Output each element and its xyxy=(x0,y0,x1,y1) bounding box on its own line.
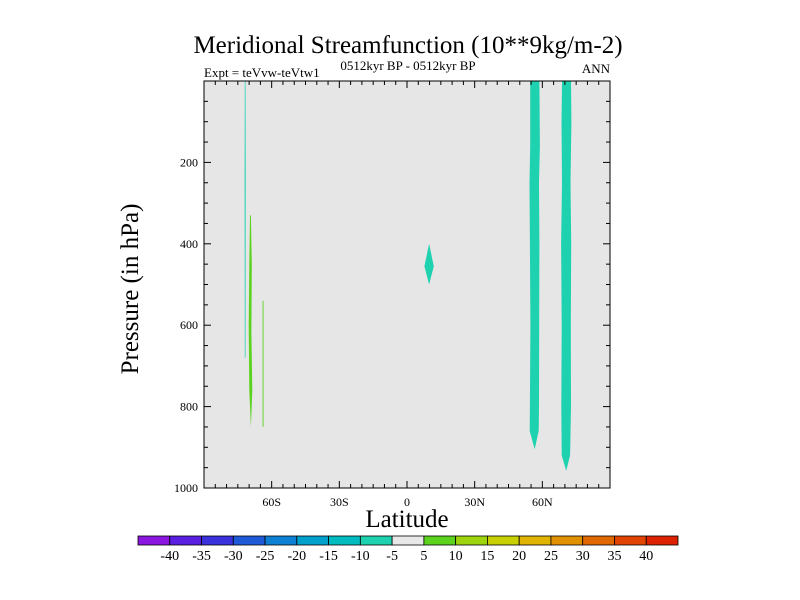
contour-southern-green-line xyxy=(262,300,264,427)
contour-northern-cell-1 xyxy=(529,81,540,450)
contour-southern-thin-band xyxy=(244,81,246,358)
period-label: 0512kyr BP - 0512kyr BP xyxy=(340,58,475,73)
y-tick-label: 400 xyxy=(180,237,198,251)
colorbar-swatch xyxy=(423,535,457,546)
colorbar-label: 40 xyxy=(639,549,653,564)
colorbar-swatch xyxy=(296,535,329,546)
y-axis-title: Pressure (in hPa) xyxy=(117,204,144,375)
chart-title: Meridional Streamfunction (10**9kg/m-2) xyxy=(193,32,622,59)
colorbar-label: -10 xyxy=(351,549,370,564)
colorbar: -40 -35 -30 -25 -20 -15 -10 -5 5 10 15 20 25 30 35 40 xyxy=(137,535,679,564)
colorbar-swatch xyxy=(455,535,488,546)
colorbar-swatch xyxy=(169,535,202,546)
colorbar-swatch xyxy=(550,535,584,546)
y-tick-label: 200 xyxy=(180,155,198,169)
colorbar-swatch xyxy=(518,535,552,546)
x-axis-title: Latitude xyxy=(365,506,448,533)
colorbar-swatch xyxy=(487,535,520,546)
colorbar-label: -40 xyxy=(160,549,179,564)
x-tick-label: 60S xyxy=(262,495,281,509)
colorbar-swatch xyxy=(232,535,266,546)
colorbar-label: 5 xyxy=(420,549,427,564)
x-tick-label: 30N xyxy=(464,495,485,509)
colorbar-swatch xyxy=(391,535,425,546)
colorbar-label: -15 xyxy=(319,549,338,564)
colorbar-swatch xyxy=(614,535,647,546)
colorbar-label: 10 xyxy=(449,549,463,564)
colorbar-swatch xyxy=(645,535,679,546)
colorbar-swatch xyxy=(137,535,171,546)
colorbar-label: -20 xyxy=(287,549,306,564)
contour-northern-cell-2 xyxy=(561,81,572,471)
season-label: ANN xyxy=(582,61,611,76)
plot-area xyxy=(204,81,610,488)
contour-southern-green-band xyxy=(248,215,253,427)
colorbar-label: -25 xyxy=(256,549,275,564)
x-tick-label: 30S xyxy=(330,495,349,509)
y-tick-label: 800 xyxy=(180,400,198,414)
colorbar-label: -5 xyxy=(386,549,398,564)
colorbar-swatch xyxy=(201,535,234,546)
x-tick-label: 60N xyxy=(532,495,553,509)
contour-regions xyxy=(244,81,572,471)
colorbar-swatch xyxy=(264,535,298,546)
y-axis: 200 400 600 800 1000 xyxy=(174,100,610,495)
colorbar-swatch xyxy=(582,535,615,546)
colorbar-label: 35 xyxy=(607,549,621,564)
colorbar-label: -30 xyxy=(224,549,243,564)
experiment-label: Expt = teVvw-teVtw1 xyxy=(204,65,320,80)
contour-equatorial-diamond xyxy=(424,243,434,285)
y-tick-label: 600 xyxy=(180,318,198,332)
colorbar-label: 15 xyxy=(480,549,494,564)
y-tick-label: 1000 xyxy=(174,481,198,495)
colorbar-label: -35 xyxy=(192,549,211,564)
x-axis: 60S 30S 0 30N 60N xyxy=(214,81,600,509)
colorbar-swatch xyxy=(328,535,361,546)
x-tick-label: 0 xyxy=(404,495,410,509)
colorbar-label: 25 xyxy=(544,549,558,564)
colorbar-label: 20 xyxy=(512,549,526,564)
colorbar-label: 30 xyxy=(576,549,590,564)
colorbar-swatch xyxy=(359,535,393,546)
